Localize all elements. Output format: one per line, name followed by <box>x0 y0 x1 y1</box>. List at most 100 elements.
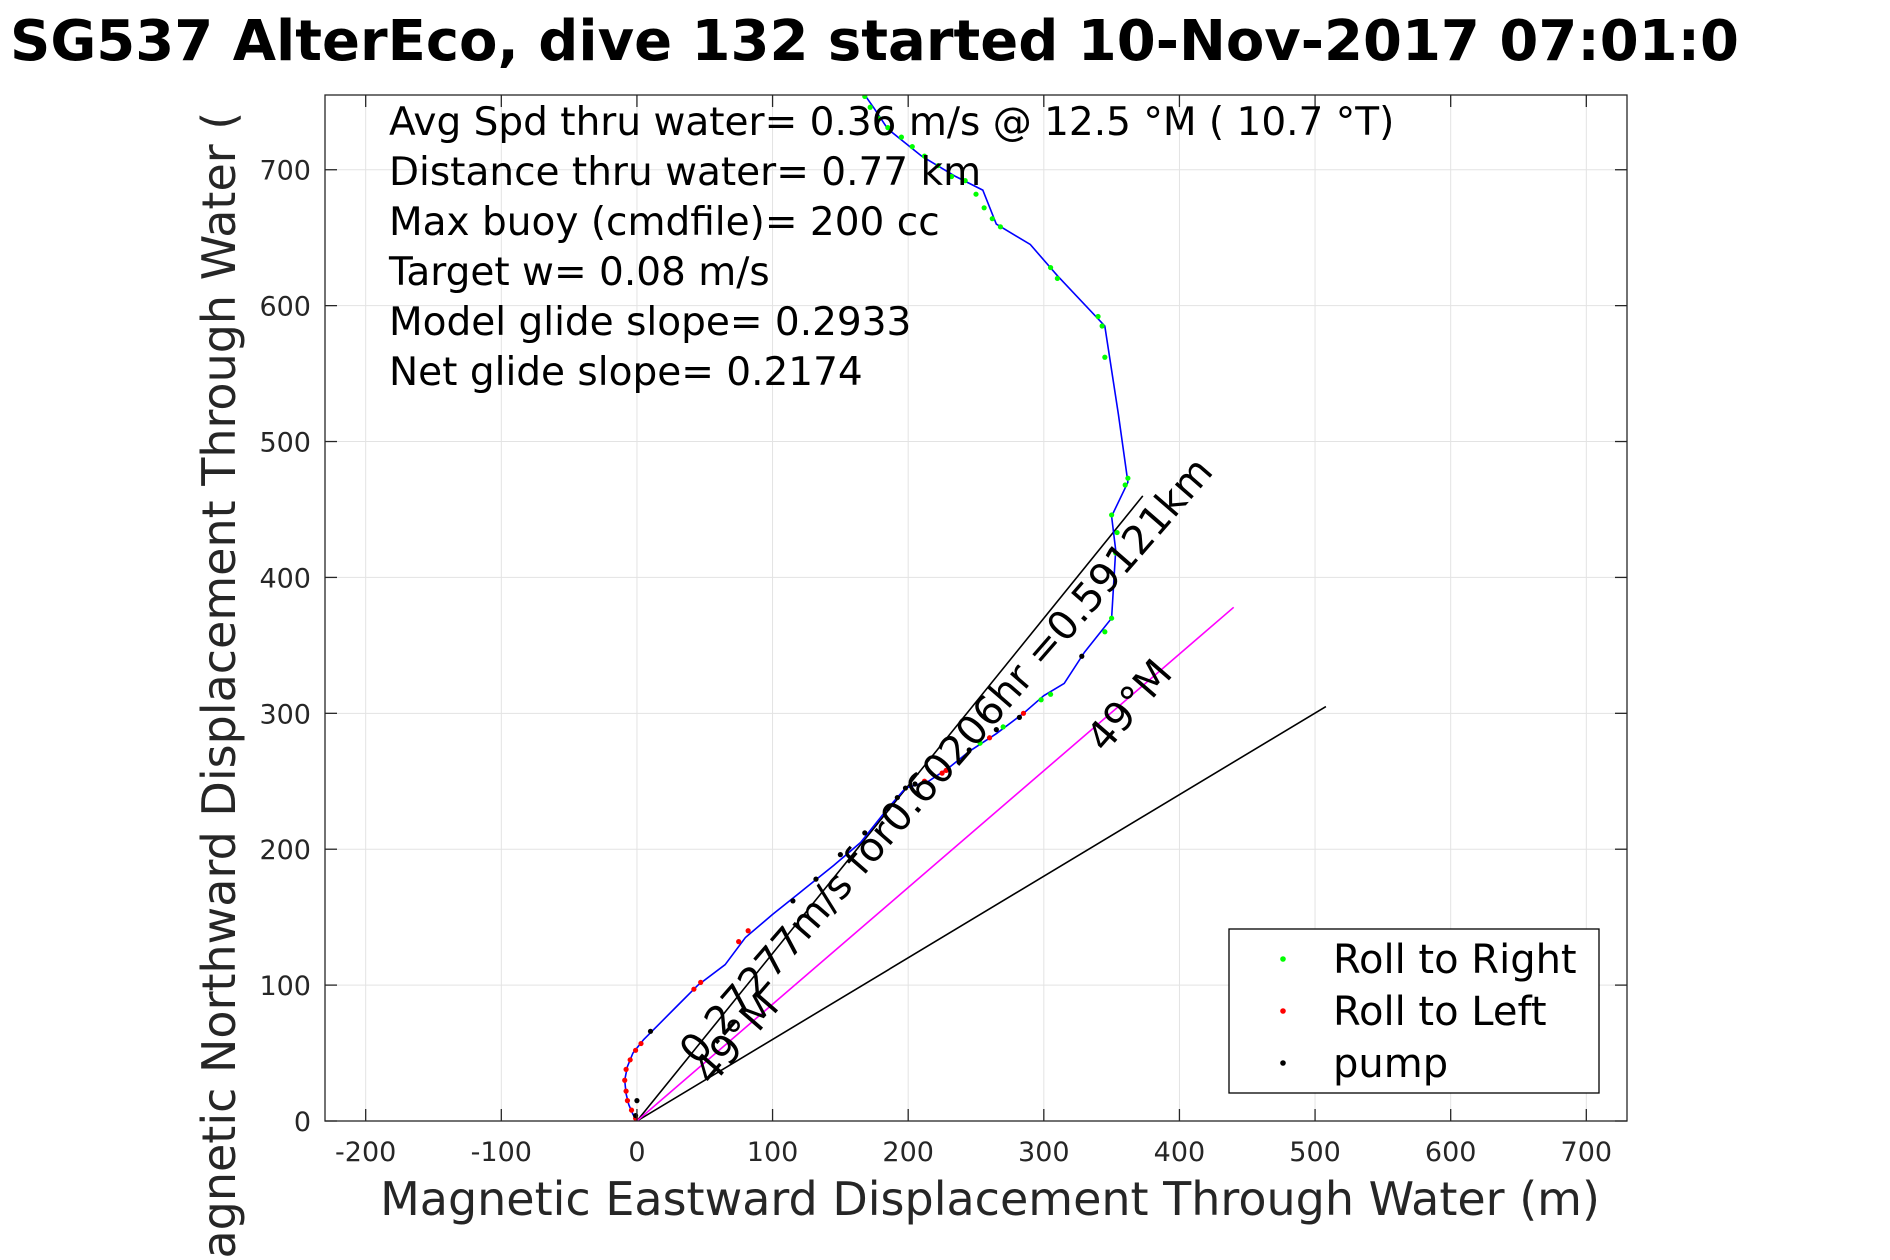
roll-right-point <box>1054 275 1060 282</box>
roll-right-point <box>962 178 968 184</box>
x-tick-label: 0 <box>628 1137 645 1168</box>
pump-point <box>912 781 918 787</box>
roll-left-point <box>624 1098 631 1104</box>
pump-point <box>790 898 796 904</box>
roll-right-point <box>1047 264 1054 271</box>
roll-right-point <box>935 163 941 169</box>
pump-point <box>885 805 891 812</box>
roll-left-point <box>628 1107 635 1113</box>
roll-left-point <box>943 767 949 773</box>
roll-right-point <box>909 144 915 150</box>
reference-line <box>636 705 1327 1121</box>
axis-ticks: -200 -100 0 100 200 300 400 500 600 700 0 100 200 300… <box>259 95 1627 1168</box>
pump-point <box>1079 653 1085 659</box>
roll-right-point <box>1095 313 1101 320</box>
info-line: Target w= 0.08 m/s <box>388 250 770 295</box>
pump-point <box>993 727 999 733</box>
legend: Roll to Right Roll to Left pump <box>1228 928 1600 1094</box>
roll-right-point <box>898 134 905 140</box>
pump-point <box>902 785 909 791</box>
y-tick-label: 300 <box>259 699 311 730</box>
x-tick-label: -200 <box>335 1137 396 1168</box>
y-tick-label: 100 <box>259 971 311 1002</box>
y-tick-label: 200 <box>259 835 311 866</box>
roll-right-point <box>1000 724 1006 730</box>
roll-left-point <box>627 1057 633 1063</box>
roll-right-point <box>1113 550 1119 556</box>
roll-right-point <box>875 115 881 121</box>
x-tick-label: 600 <box>1425 1137 1477 1168</box>
info-line: Net glide slope= 0.2174 <box>389 350 863 395</box>
roll-right-point <box>981 205 987 211</box>
x-tick-label: 500 <box>1289 1137 1341 1168</box>
roll-right-point <box>977 740 983 746</box>
roll-right-point <box>1102 354 1108 360</box>
plot-frame <box>324 94 1628 1122</box>
info-line: Model glide slope= 0.2933 <box>389 300 911 345</box>
x-tick-label: -100 <box>471 1137 532 1168</box>
roll-right-point <box>1109 512 1115 518</box>
y-axis-label: Magnetic Northward Displacement Through … <box>192 112 246 1260</box>
y-tick-label: 600 <box>259 292 311 323</box>
x-tick-label: 400 <box>1154 1137 1206 1168</box>
legend-box <box>1228 928 1600 1094</box>
roll-right-point <box>867 104 873 110</box>
roll-right-point <box>997 224 1004 230</box>
roll-right-point <box>921 153 928 159</box>
pump-point <box>894 794 900 801</box>
chart-title: SG537 AlterEco, dive 132 started 10-Nov-… <box>10 9 1739 74</box>
info-line: Distance thru water= 0.77 km <box>389 150 981 195</box>
roll-right-point <box>973 191 979 197</box>
roll-left-point <box>986 735 993 741</box>
y-tick-label: 0 <box>294 1107 311 1138</box>
plot-area <box>622 95 1327 1121</box>
roll-right-point <box>1102 629 1108 635</box>
roll-right-point <box>948 173 955 180</box>
info-line: Avg Spd thru water= 0.36 m/s @ 12.5 °M (… <box>389 100 1394 145</box>
x-tick-label: 700 <box>1561 1137 1613 1168</box>
roll-left-point <box>623 1066 629 1072</box>
legend-marker <box>1280 1008 1286 1014</box>
roll-right-point <box>1114 529 1120 536</box>
pump-point <box>647 1028 654 1034</box>
roll-left-point <box>691 986 697 992</box>
legend-label: Roll to Right <box>1333 937 1577 983</box>
legend-marker <box>1280 1060 1286 1066</box>
roll-right-point <box>1047 691 1054 697</box>
info-text-block: Avg Spd thru water= 0.36 m/s @ 12.5 °M (… <box>388 100 1394 395</box>
roll-right-point <box>989 216 995 222</box>
pump-point <box>966 747 972 753</box>
roll-right-point <box>1109 615 1115 621</box>
roll-left-point <box>736 939 742 945</box>
pump-point <box>634 1098 640 1104</box>
x-axis-label: Magnetic Eastward Displacement Through W… <box>380 1172 1600 1226</box>
roll-right-point <box>1099 323 1105 329</box>
roll-left-point <box>623 1088 629 1094</box>
roll-left-point <box>745 928 751 934</box>
legend-label: pump <box>1333 1041 1448 1087</box>
pump-point <box>1016 714 1023 720</box>
roll-left-point <box>622 1077 628 1083</box>
legend-marker <box>1280 956 1286 962</box>
roll-left-point <box>939 770 945 776</box>
pump-point <box>862 830 868 836</box>
y-tick-label: 700 <box>259 156 311 187</box>
x-tick-label: 100 <box>747 1137 799 1168</box>
roll-right-point <box>885 125 891 131</box>
roll-left-point <box>638 1040 644 1047</box>
legend-label: Roll to Left <box>1333 989 1547 1035</box>
y-tick-label: 500 <box>259 428 311 459</box>
roll-right-point <box>1125 475 1131 481</box>
pump-point <box>813 876 819 882</box>
roll-right-point <box>1122 482 1128 488</box>
roll-left-point <box>1020 710 1027 716</box>
roll-left-point <box>921 778 928 784</box>
roll-right-point <box>1038 697 1044 703</box>
roll-right-point <box>862 95 868 99</box>
roll-left-point <box>632 1047 639 1053</box>
pump-point <box>837 852 843 858</box>
x-tick-label: 300 <box>1018 1137 1070 1168</box>
x-tick-label: 200 <box>882 1137 934 1168</box>
depth-average-current-line <box>636 606 1235 1121</box>
